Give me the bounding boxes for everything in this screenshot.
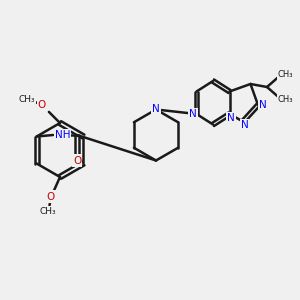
Text: O: O <box>73 155 81 166</box>
Text: O: O <box>38 100 46 110</box>
Text: CH₃: CH₃ <box>19 94 35 103</box>
Text: CH₃: CH₃ <box>278 70 293 79</box>
Text: N: N <box>227 112 235 123</box>
Text: NH: NH <box>55 130 70 140</box>
Text: O: O <box>47 191 55 202</box>
Text: CH₃: CH₃ <box>40 207 56 216</box>
Text: N: N <box>189 109 197 119</box>
Text: N: N <box>259 100 266 110</box>
Text: N: N <box>241 120 248 130</box>
Text: N: N <box>152 104 160 115</box>
Text: CH₃: CH₃ <box>278 95 293 104</box>
